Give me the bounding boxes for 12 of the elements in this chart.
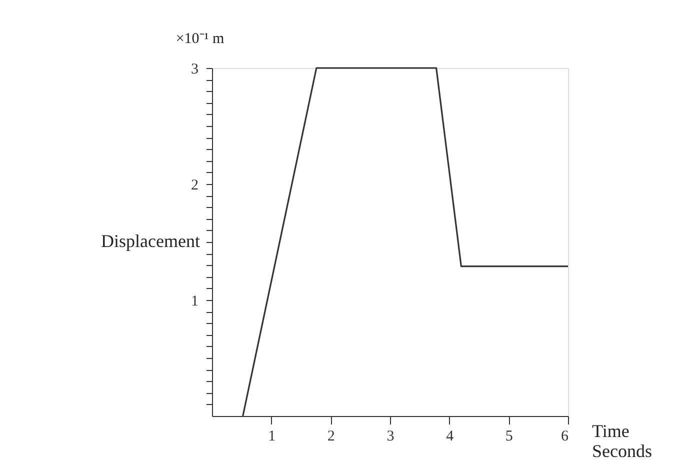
text: ×10⁻¹ m [176, 31, 225, 47]
y-tick-label: 1 [191, 294, 198, 310]
x-tick-label: 1 [268, 428, 276, 444]
x-tick-label: 3 [386, 428, 394, 444]
x-tick-label: 5 [505, 428, 513, 444]
x-tick-label: 4 [446, 428, 454, 444]
x-tick-label: 2 [327, 428, 335, 444]
y-axis-title: Displacement [101, 231, 200, 251]
y-tick-label: 3 [191, 62, 198, 78]
y-tick-label: 2 [191, 178, 198, 194]
x-tick-label: 6 [561, 428, 569, 444]
x-axis-title: Time Seconds [592, 421, 652, 461]
